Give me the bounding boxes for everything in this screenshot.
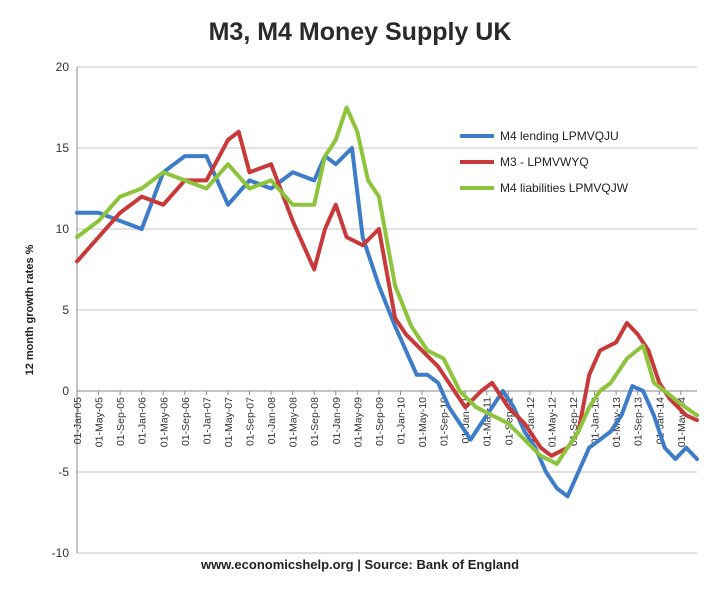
x-tick-label: 01-Sep-07 bbox=[245, 397, 257, 446]
x-tick-label: 01-Sep-10 bbox=[439, 397, 451, 446]
x-tick-label: 01-Jan-05 bbox=[72, 397, 84, 444]
x-tick-label: 01-Jan-07 bbox=[201, 397, 213, 444]
x-tick-label: 01-Jan-10 bbox=[395, 397, 407, 444]
legend-label-3: M4 liabilities LPMVQJW bbox=[500, 181, 629, 195]
x-tick-label: 01-Sep-06 bbox=[180, 397, 192, 446]
x-tick-label: 01-Jan-08 bbox=[266, 397, 278, 444]
x-tick-label: 01-May-10 bbox=[417, 397, 429, 447]
y-tick-label: 15 bbox=[56, 141, 70, 155]
series-line-2 bbox=[75, 129, 699, 458]
y-tick-label: -10 bbox=[52, 546, 70, 560]
x-tick-label: 01-Sep-09 bbox=[374, 397, 386, 446]
x-tick-label: 01-Sep-13 bbox=[633, 397, 645, 446]
chart-footer: www.economicshelp.org | Source: Bank of … bbox=[200, 557, 520, 572]
chart-title: M3, M4 Money Supply UK bbox=[208, 18, 512, 46]
x-tick-label: 01-Jan-14 bbox=[654, 397, 666, 444]
x-tick-label: 01-Sep-08 bbox=[309, 397, 321, 446]
y-tick-label: 0 bbox=[62, 384, 69, 398]
x-tick-label: 01-May-06 bbox=[158, 397, 170, 447]
legend-label-1: M4 lending LPMVQJU bbox=[500, 129, 619, 143]
x-tick-label: 01-May-08 bbox=[288, 397, 300, 447]
x-tick-label: 01-May-07 bbox=[223, 397, 235, 447]
series-line-3 bbox=[75, 105, 699, 466]
y-tick-label: 20 bbox=[56, 60, 70, 74]
y-tick-label: -5 bbox=[58, 465, 69, 479]
x-tick-label: 01-May-05 bbox=[94, 397, 106, 447]
x-tick-label: 01-May-09 bbox=[352, 397, 364, 447]
x-tick-label: 01-Sep-05 bbox=[115, 397, 127, 446]
x-tick-label: 01-Jan-13 bbox=[590, 397, 602, 444]
legend-label-2: M3 - LPMVWYQ bbox=[500, 155, 589, 169]
series-line-1 bbox=[75, 146, 699, 499]
x-tick-label: 01-Jan-06 bbox=[137, 397, 149, 444]
y-axis-label: 12 month growth rates % bbox=[24, 244, 36, 375]
y-tick-label: 10 bbox=[56, 222, 70, 236]
x-tick-label: 01-May-12 bbox=[546, 397, 558, 447]
x-tick-label: 01-Jan-09 bbox=[331, 397, 343, 444]
x-tick-label: 01-Jan-12 bbox=[525, 397, 537, 444]
y-tick-label: 5 bbox=[62, 303, 69, 317]
